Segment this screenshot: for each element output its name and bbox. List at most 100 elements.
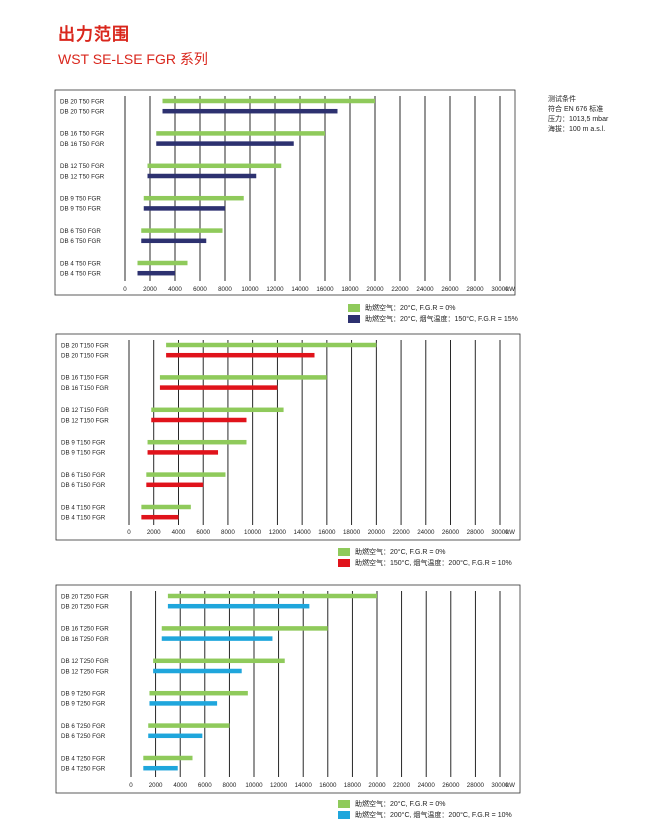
legend-entry: 助燃空气：20°C, F.G.R = 0%: [338, 798, 512, 809]
legend-entry: 助燃空气：20°C, F.G.R = 0%: [338, 546, 512, 557]
category-label: DB 16 T250 FGR: [61, 636, 109, 643]
legend-label: 助燃空气：20°C, 烟气温度：150°C, F.G.R = 15%: [365, 315, 518, 323]
x-tick-label: 30000: [491, 529, 509, 536]
x-unit-label: kW: [506, 529, 515, 536]
x-tick-label: 24000: [416, 286, 434, 293]
x-tick-label: 10000: [244, 529, 262, 536]
x-tick-label: 8000: [218, 286, 232, 293]
x-tick-label: 24000: [417, 529, 435, 536]
range-bar: [141, 228, 223, 233]
x-tick-label: 30000: [491, 782, 509, 789]
category-label: DB 20 T150 FGR: [61, 342, 109, 349]
range-bar: [143, 755, 193, 761]
category-label: DB 4 T150 FGR: [61, 504, 106, 511]
x-unit-label: kW: [506, 782, 515, 789]
category-label: DB 20 T250 FGR: [61, 604, 109, 611]
x-tick-label: 14000: [291, 286, 309, 293]
x-tick-label: 4000: [172, 529, 186, 536]
range-bar: [167, 603, 310, 609]
x-tick-label: 2000: [143, 286, 157, 293]
x-tick-label: 16000: [316, 286, 334, 293]
category-label: DB 6 T250 FGR: [61, 723, 106, 730]
chart-1-legend: 助燃空气：20°C, F.G.R = 0% 助燃空气：20°C, 烟气温度：150…: [348, 302, 518, 324]
x-tick-label: 0: [123, 286, 127, 293]
x-tick-label: 26000: [442, 782, 460, 789]
range-bar: [148, 733, 203, 739]
legend-swatch: [338, 558, 350, 567]
category-label: DB 9 T150 FGR: [61, 440, 106, 447]
range-bar: [156, 141, 294, 146]
category-label: DB 4 T50 FGR: [60, 260, 101, 267]
x-tick-label: 26000: [442, 529, 460, 536]
x-tick-label: 4000: [168, 286, 182, 293]
category-label: DB 16 T150 FGR: [61, 375, 109, 382]
range-bar: [137, 260, 188, 266]
category-label: DB 16 T50 FGR: [60, 141, 105, 148]
range-bar: [148, 723, 230, 728]
range-bar: [159, 375, 327, 380]
legend-label: 助燃空气：20°C, F.G.R = 0%: [355, 548, 446, 556]
range-bar: [141, 514, 179, 520]
chart-frame: [55, 333, 521, 541]
category-label: DB 6 T150 FGR: [61, 472, 106, 479]
x-tick-label: 18000: [344, 782, 362, 789]
chart-2-legend: 助燃空气：20°C, F.G.R = 0% 助燃空气：150°C, 烟气温度：20…: [338, 546, 512, 568]
category-label: DB 6 T250 FGR: [61, 733, 106, 740]
range-bar: [159, 385, 278, 390]
category-label: DB 6 T150 FGR: [61, 482, 106, 489]
x-tick-label: 18000: [343, 529, 361, 536]
x-tick-label: 0: [129, 782, 133, 789]
category-label: DB 4 T150 FGR: [61, 515, 106, 522]
legend-entry: 助燃空气：150°C, 烟气温度：200°C, F.G.R = 10%: [338, 557, 512, 568]
category-label: DB 12 T250 FGR: [61, 668, 109, 675]
x-tick-label: 0: [127, 529, 131, 536]
range-bar: [146, 482, 204, 488]
category-label: DB 12 T150 FGR: [61, 417, 109, 424]
x-tick-label: 28000: [466, 286, 484, 293]
range-bar: [147, 163, 282, 169]
chart-frame: [54, 89, 516, 296]
category-label: DB 16 T50 FGR: [60, 131, 105, 138]
range-bar: [161, 636, 273, 641]
x-tick-label: 22000: [391, 286, 409, 293]
page-title: 出力范围: [58, 25, 130, 44]
x-tick-label: 28000: [467, 782, 485, 789]
category-label: DB 4 T250 FGR: [61, 766, 106, 773]
test-conditions-altitude: 海拔：100 m a.s.l.: [548, 126, 606, 133]
range-bar: [153, 668, 242, 674]
range-bar: [137, 270, 175, 276]
x-tick-label: 20000: [366, 286, 384, 293]
category-label: DB 20 T150 FGR: [61, 353, 109, 360]
range-bar: [149, 690, 248, 696]
legend-label: 助燃空气：200°C, 烟气温度：200°C, F.G.R = 10%: [355, 811, 512, 819]
range-bar: [143, 206, 225, 211]
legend-swatch: [338, 547, 350, 556]
range-bar: [146, 472, 226, 477]
x-tick-label: 22000: [393, 782, 411, 789]
test-conditions-title: 测试条件: [548, 96, 576, 103]
x-tick-label: 14000: [295, 782, 313, 789]
category-label: DB 4 T250 FGR: [61, 755, 106, 762]
category-label: DB 20 T50 FGR: [60, 109, 105, 116]
category-label: DB 12 T50 FGR: [60, 173, 105, 180]
range-bar: [151, 407, 284, 413]
range-bar: [147, 439, 247, 445]
range-bar: [147, 173, 257, 179]
chart-frame: [55, 584, 521, 794]
x-tick-label: 14000: [294, 529, 312, 536]
legend-entry: 助燃空气：20°C, 烟气温度：150°C, F.G.R = 15%: [348, 313, 518, 324]
x-tick-label: 28000: [467, 529, 485, 536]
category-label: DB 20 T250 FGR: [61, 593, 109, 600]
x-tick-label: 20000: [368, 529, 386, 536]
legend-swatch: [348, 314, 360, 323]
range-bar: [162, 108, 338, 114]
range-bar: [141, 504, 191, 510]
range-bar: [149, 701, 218, 706]
legend-swatch: [348, 303, 360, 312]
range-bar: [143, 195, 244, 201]
x-tick-label: 6000: [196, 529, 210, 536]
chart-3: 0 2000 4000 6000 8000 10000 12000 14000 16000 180…: [55, 584, 521, 794]
x-tick-label: 8000: [223, 782, 237, 789]
range-bar: [162, 98, 375, 104]
